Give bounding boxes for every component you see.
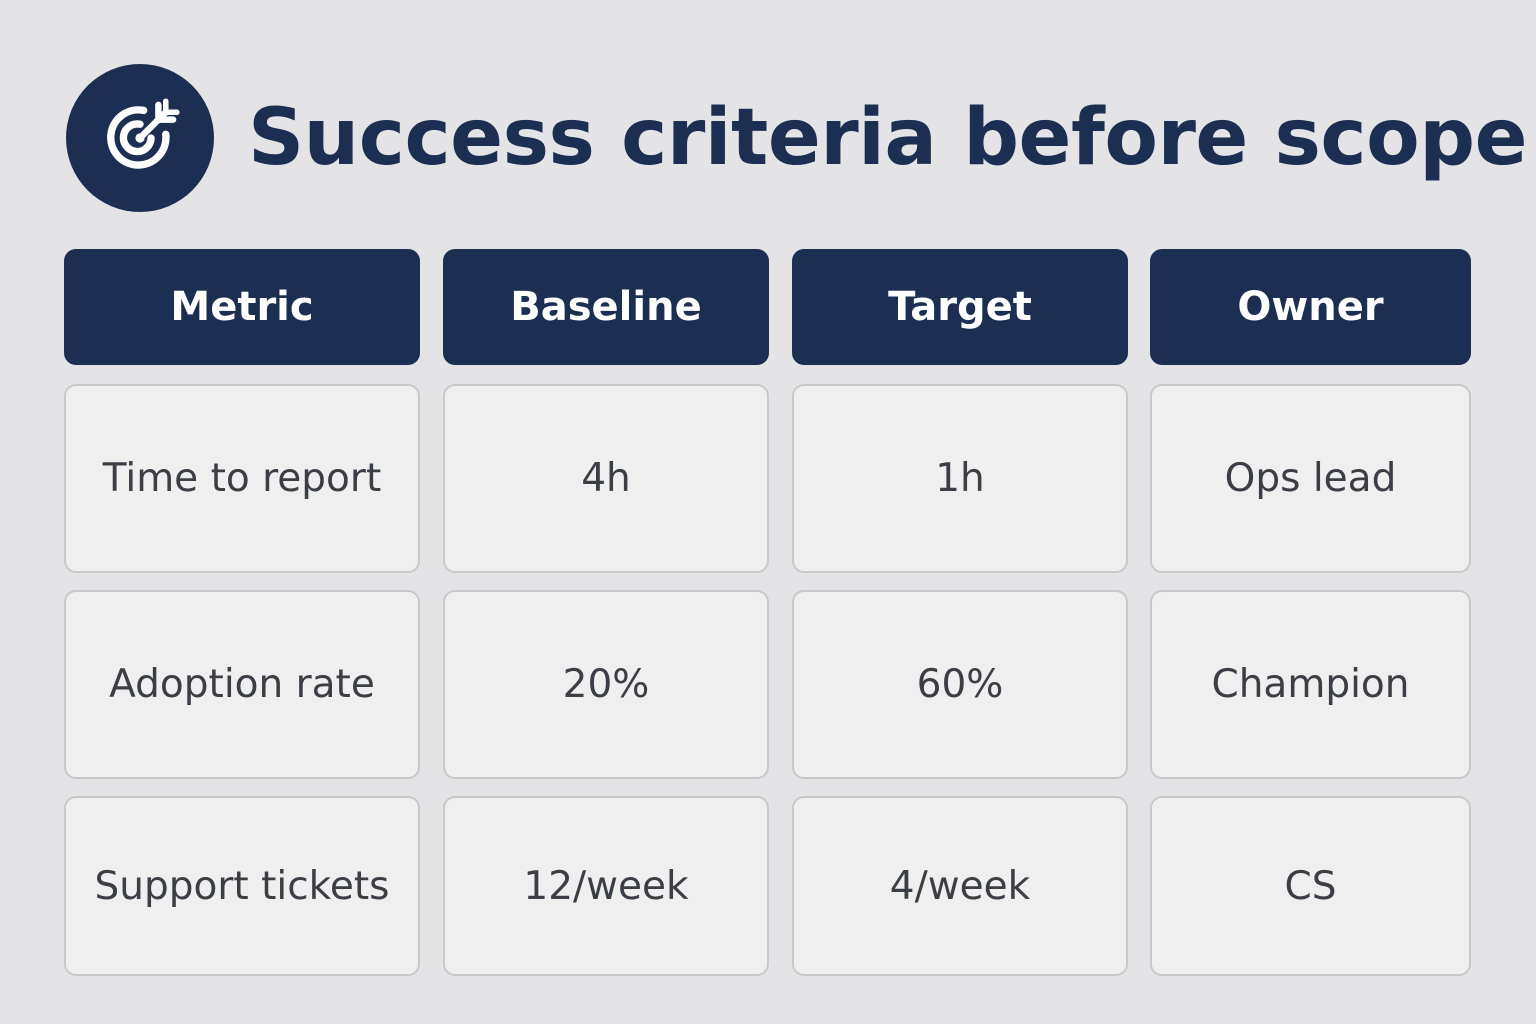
cell-owner: Ops lead xyxy=(1150,384,1471,573)
cell-baseline: 4h xyxy=(443,384,769,573)
header-owner: Owner xyxy=(1150,249,1471,365)
page-header: Success criteria before scope xyxy=(66,62,1527,214)
cell-owner: CS xyxy=(1150,796,1471,976)
cell-metric: Adoption rate xyxy=(64,590,420,779)
page-title: Success criteria before scope xyxy=(248,93,1527,183)
cell-baseline: 12/week xyxy=(443,796,769,976)
cell-metric: Time to report xyxy=(64,384,420,573)
header-metric: Metric xyxy=(64,249,420,365)
header-target: Target xyxy=(792,249,1128,365)
cell-target: 60% xyxy=(792,590,1128,779)
cell-baseline: 20% xyxy=(443,590,769,779)
cell-metric: Support tickets xyxy=(64,796,420,976)
cell-target: 4/week xyxy=(792,796,1128,976)
header-baseline: Baseline xyxy=(443,249,769,365)
target-icon xyxy=(66,64,214,212)
cell-target: 1h xyxy=(792,384,1128,573)
cell-owner: Champion xyxy=(1150,590,1471,779)
